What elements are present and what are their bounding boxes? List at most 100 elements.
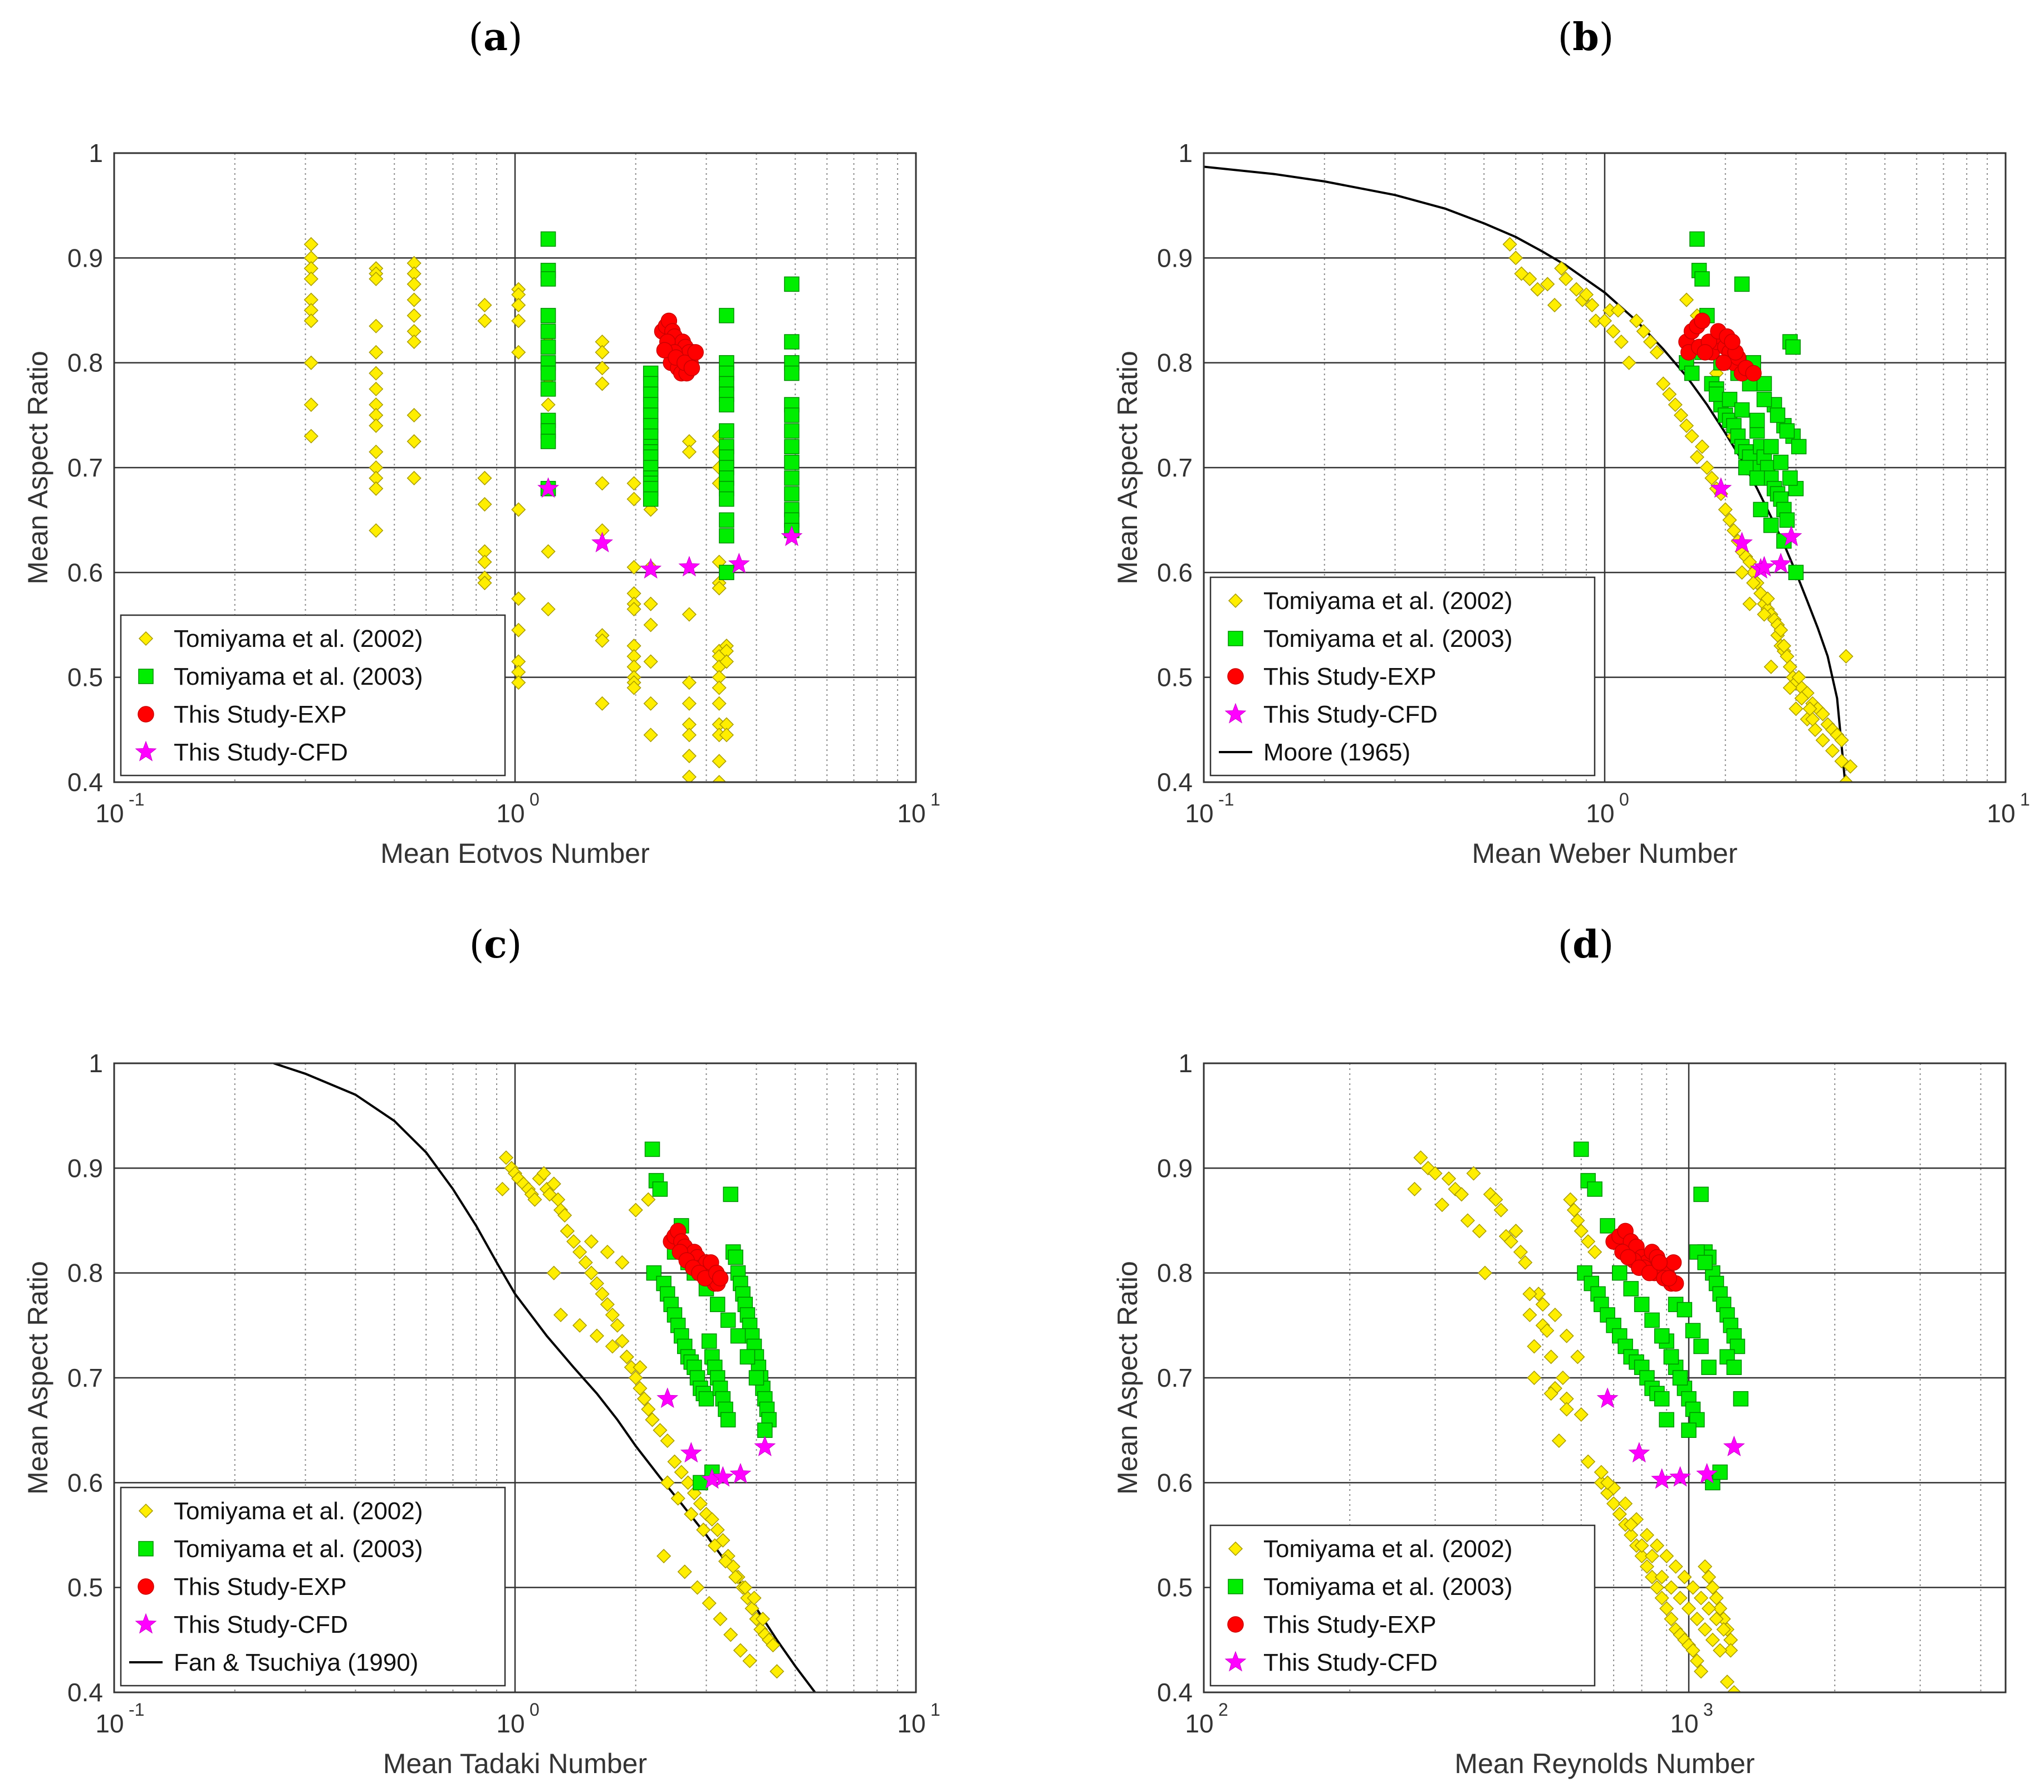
data-point [1713, 1643, 1728, 1658]
data-layer [1204, 165, 1858, 782]
legend-marker [135, 1613, 157, 1634]
data-point [1718, 502, 1733, 517]
data-point [1723, 1435, 1745, 1456]
data-point [1679, 292, 1694, 307]
data-point [644, 1141, 660, 1157]
data-point [781, 525, 803, 546]
data-point [723, 1186, 738, 1202]
data-point [1677, 1302, 1693, 1318]
legend-marker [138, 1578, 154, 1595]
data-point [1693, 1186, 1709, 1202]
data-point [589, 1276, 605, 1291]
x-tick-label: 10 [1670, 1709, 1698, 1738]
data-point [546, 1265, 561, 1280]
x-axis-label: Mean Weber Number [1472, 838, 1737, 869]
data-point [1729, 1338, 1746, 1354]
x-tick-exponent: 1 [930, 1700, 940, 1720]
x-tick-label: 10 [496, 1709, 525, 1738]
data-point [1694, 1664, 1709, 1679]
data-point [1785, 339, 1801, 355]
data-point [1724, 333, 1741, 350]
data-point [1763, 439, 1779, 455]
data-point [682, 748, 697, 763]
data-point [1825, 743, 1840, 758]
data-point [738, 1580, 753, 1595]
data-point [1466, 1166, 1481, 1181]
data-point [1779, 512, 1795, 528]
data-point [1684, 365, 1700, 381]
data-point [1600, 1475, 1615, 1490]
data-point [1664, 1580, 1679, 1595]
data-point [1612, 1265, 1628, 1281]
data-point [1543, 1349, 1558, 1364]
data-point [540, 271, 556, 287]
y-tick-label: 0.7 [1157, 453, 1193, 482]
data-point [1585, 298, 1600, 313]
legend-marker [138, 706, 154, 723]
data-point [707, 1538, 722, 1553]
legend-entry: Fan & Tsuchiya (1990) [174, 1649, 418, 1676]
legend: Tomiyama et al. (2002) Tomiyama et al. (2… [120, 1486, 506, 1687]
data-point [1600, 1218, 1615, 1234]
data-point [719, 654, 734, 669]
data-point [1776, 639, 1792, 654]
data-point [766, 1638, 781, 1653]
data-point [680, 1475, 695, 1490]
data-point [1606, 1496, 1621, 1511]
data-point [1694, 312, 1710, 330]
data-point [595, 361, 610, 376]
data-point [1597, 313, 1612, 328]
data-point [1698, 1622, 1713, 1637]
legend-entry: Tomiyama et al. (2003) [1263, 1573, 1513, 1600]
legend-entry: Tomiyama et al. (2003) [174, 1535, 423, 1563]
data-point [1441, 1171, 1457, 1186]
panel-label: (b) [1558, 15, 1614, 60]
panel-label: (c) [469, 922, 522, 967]
axes-frame [113, 1062, 917, 1693]
data-point [369, 381, 384, 396]
legend-entry: Tomiyama et al. (2002) [1263, 1535, 1513, 1563]
data-point [615, 1334, 630, 1349]
data-point [1428, 1166, 1443, 1181]
data-point [1753, 502, 1768, 518]
data-point [670, 1491, 685, 1506]
y-tick-label: 0.6 [1157, 558, 1193, 587]
legend-marker [138, 1541, 154, 1557]
data-point [566, 1234, 581, 1249]
data-point [1651, 1254, 1668, 1271]
data-point [1535, 1297, 1550, 1312]
data-point [1621, 355, 1636, 370]
data-point [595, 1287, 610, 1302]
data-point [1684, 429, 1699, 444]
axes-frame [1203, 152, 2007, 783]
series-diamond [1502, 237, 1858, 782]
data-point [1527, 1370, 1542, 1386]
x-tick-exponent: -1 [129, 789, 144, 809]
data-point [527, 1192, 542, 1207]
data-point [701, 1333, 717, 1349]
data-point [1530, 282, 1545, 297]
x-tick-exponent: 1 [930, 789, 940, 809]
y-axis-label: Mean Aspect Ratio [1112, 351, 1143, 585]
data-point [1689, 450, 1704, 465]
data-point [1807, 722, 1823, 737]
series-diamond [1407, 1150, 1742, 1692]
data-point [712, 754, 727, 769]
data-point [1668, 1559, 1683, 1574]
data-point [1659, 1549, 1674, 1564]
legend-marker [1228, 1579, 1243, 1594]
data-point [1745, 365, 1762, 382]
x-tick-label: 10 [1185, 799, 1213, 828]
data-point [719, 308, 734, 323]
data-point [684, 1506, 699, 1521]
data-point [709, 1297, 726, 1312]
data-point [1569, 282, 1584, 297]
x-tick-exponent: 0 [1619, 789, 1629, 809]
y-tick-label: 1 [1178, 139, 1193, 168]
legend-marker [1224, 1651, 1247, 1672]
data-point [1641, 1264, 1658, 1282]
data-point [728, 1569, 743, 1584]
legend-entry: This Study-EXP [1263, 663, 1437, 690]
data-point [1734, 402, 1750, 418]
